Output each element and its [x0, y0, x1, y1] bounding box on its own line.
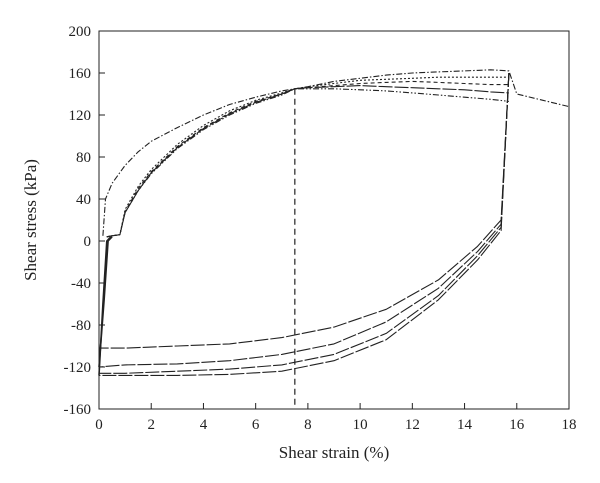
y-tick-label: 200 — [69, 24, 92, 40]
y-tick-label: -120 — [64, 360, 92, 376]
y-tick-label: 80 — [76, 150, 91, 166]
y-tick-label: 40 — [76, 192, 91, 208]
series-layer — [98, 69, 570, 376]
series-line-7 — [99, 72, 510, 374]
series-line-3 — [106, 85, 509, 238]
y-axis-title: Shear stress (kPa) — [21, 159, 40, 281]
y-tick-label: -160 — [64, 402, 92, 418]
x-tick-label: 0 — [95, 417, 103, 433]
series-line-9 — [98, 236, 112, 376]
x-tick-label: 18 — [562, 417, 577, 433]
x-tick-label: 14 — [457, 417, 473, 433]
x-tick-label: 6 — [252, 417, 260, 433]
series-line-10 — [98, 236, 113, 368]
x-axis-title: Shear strain (%) — [279, 443, 389, 462]
series-line-1 — [106, 76, 509, 238]
y-tick-label: 160 — [69, 66, 92, 82]
plot-frame — [98, 30, 570, 410]
y-tick-label: -80 — [71, 318, 91, 334]
series-line-5 — [99, 72, 510, 349]
x-tick-label: 12 — [405, 417, 420, 433]
series-line-6 — [98, 72, 510, 368]
series-line-4 — [106, 88, 509, 238]
x-tick-label: 4 — [200, 417, 208, 433]
series-line-0 — [102, 69, 570, 236]
x-tick-label: 2 — [147, 417, 155, 433]
x-tick-label: 10 — [353, 417, 368, 433]
series-line-8 — [99, 72, 510, 376]
ticks-layer: 0 2 4 6 8 10 12 14 16 18 -160 -120 -80 -40 0 40 80 120 160… — [64, 24, 577, 433]
x-tick-label: 16 — [509, 417, 525, 433]
y-tick-label: -40 — [71, 276, 91, 292]
y-tick-label: 120 — [69, 108, 92, 124]
y-tick-label: 0 — [84, 234, 92, 250]
series-line-2 — [106, 80, 509, 238]
x-tick-label: 8 — [304, 417, 312, 433]
